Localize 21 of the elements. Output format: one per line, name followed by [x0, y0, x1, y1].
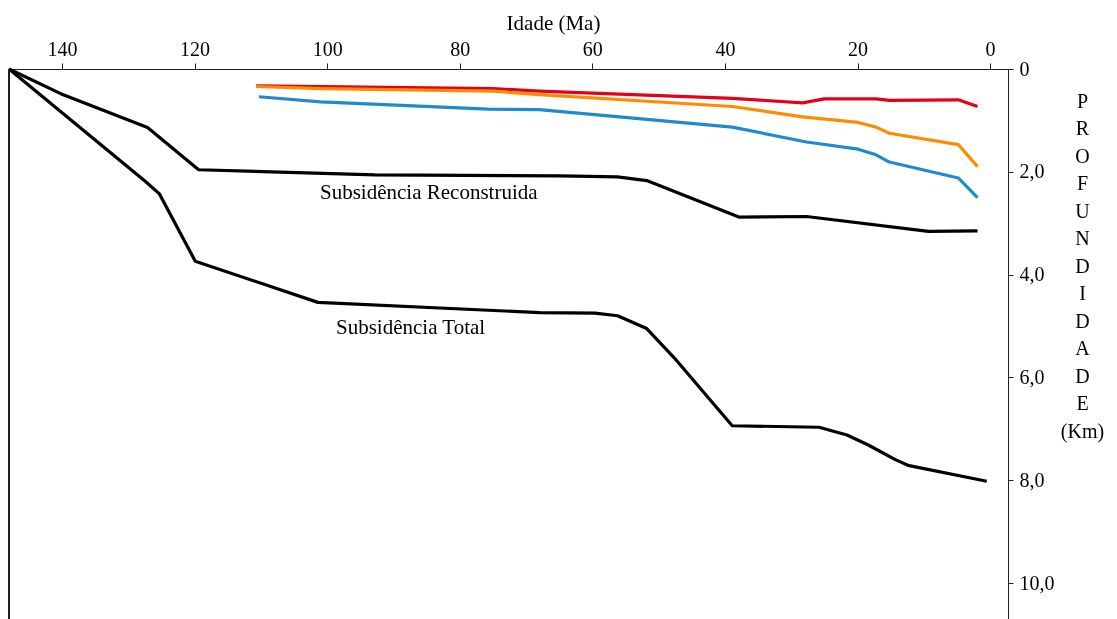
y-tick-label: 8,0	[1019, 468, 1045, 491]
x-tick-label: 100	[312, 37, 343, 60]
y-tick-label: 0	[1019, 57, 1030, 80]
x-tick-label: 120	[180, 37, 211, 60]
line-series	[257, 95, 980, 200]
x-tick-label: 0	[985, 37, 996, 60]
text: PROFUNDIDADE (Km)	[1060, 89, 1105, 442]
y-tick-label: 6,0	[1019, 365, 1045, 388]
y-tick-label: 2,0	[1019, 160, 1045, 183]
y-tick-label: 4,0	[1019, 263, 1045, 286]
annotation: Subsidência Reconstruida	[320, 180, 539, 204]
x-tick-label: 140	[47, 37, 78, 60]
line-series	[254, 84, 980, 109]
annotation: Subsidência Total	[336, 315, 486, 339]
x-axis-title: Idade (Ma)	[506, 10, 601, 35]
x-tick-label: 80	[450, 37, 471, 60]
line-series	[254, 84, 980, 169]
x-tick-label: 60	[582, 37, 603, 60]
y-tick-label: 10,0	[1019, 571, 1055, 594]
x-tick-label: 20	[848, 37, 869, 60]
x-tick-label: 40	[715, 37, 736, 60]
